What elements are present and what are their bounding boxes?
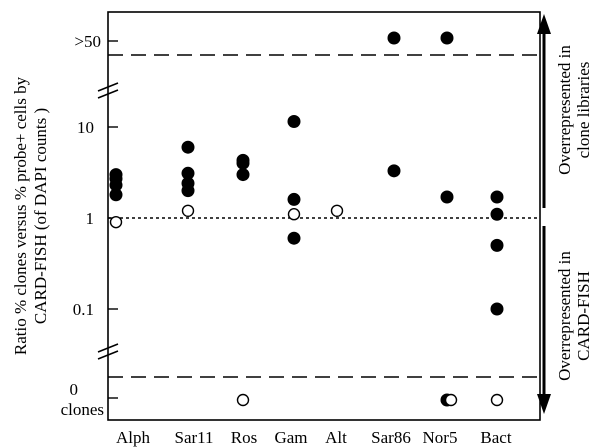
y-tick-label-0: 0.1 [73,300,94,319]
filled-point-nor5-16 [440,31,454,45]
filled-point-gam-13 [287,231,301,245]
filled-point-bact-21 [490,238,504,252]
filled-point-sar11-7 [181,184,195,198]
side-label-top-line-2: clone libraries [574,62,593,159]
x-category-label-gam: Gam [274,428,307,447]
x-category-label-nor5: Nor5 [423,428,458,447]
filled-point-bact-19 [490,190,504,204]
filled-point-sar86-15 [387,164,401,178]
open-point-nor5-5 [444,393,458,407]
x-category-label-sar11: Sar11 [174,428,213,447]
side-label-card-fish: Overrepresented in CARD-FISH [555,251,593,381]
open-point-sar11-1 [181,204,195,217]
x-category-label-alt: Alt [325,428,347,447]
open-point-alph-0 [109,215,123,229]
x-category-labels: Alph Sar11 Ros Gam Alt Sar86 Nor5 Bact [116,428,512,447]
filled-point-bact-20 [490,207,504,221]
filled-point-gam-11 [287,114,301,128]
open-point-bact-6 [490,393,504,407]
filled-point-nor5-17 [440,190,454,204]
y-tick-label-2: 10 [77,118,94,137]
side-label-clone-libraries: Overrepresented in clone libraries [555,45,593,175]
side-label-bottom-line-1: Overrepresented in [555,251,574,381]
axis-break-mark-top [97,82,119,99]
overrepresented-card-fish-arrow [537,226,551,414]
plot-frame [107,11,541,421]
open-point-alt-4 [330,204,344,217]
x-category-label-ros: Ros [231,428,257,447]
open-point-gam-3 [287,208,301,221]
filled-point-alph-3 [109,188,123,202]
x-category-label-sar86: Sar86 [371,428,411,447]
y-tick-label-bottom-zero: 0 [70,380,79,399]
filled-point-sar86-14 [387,31,401,45]
filled-point-ros-10 [236,168,250,182]
x-category-label-bact: Bact [480,428,511,447]
side-label-bottom-line-2: CARD-FISH [574,271,593,361]
overrepresented-clone-libraries-arrow [537,14,551,208]
side-label-top-line-1: Overrepresented in [555,45,574,175]
y-axis-title: Ratio % clones versus % probe+ cells by … [11,76,50,355]
filled-point-ros-9 [236,156,250,170]
y-ticks: 0.1 1 10 [73,118,118,319]
y-axis-title-line-2: CARD-FISH (of DAPI counts ) [31,108,50,324]
axis-break-mark-bottom [97,343,119,360]
filled-point-bact-22 [490,302,504,316]
y-axis-title-line-1: Ratio % clones versus % probe+ cells by [11,76,30,355]
x-category-label-alph: Alph [116,428,151,447]
filled-point-sar11-4 [181,140,195,154]
open-point-ros-2 [236,393,250,407]
y-tick-label-bottom-clones: clones [61,400,104,419]
y-tick-label-top: >50 [74,32,101,51]
y-tick-label-1: 1 [86,209,95,228]
filled-point-gam-12 [287,192,301,206]
data-points [109,31,504,407]
